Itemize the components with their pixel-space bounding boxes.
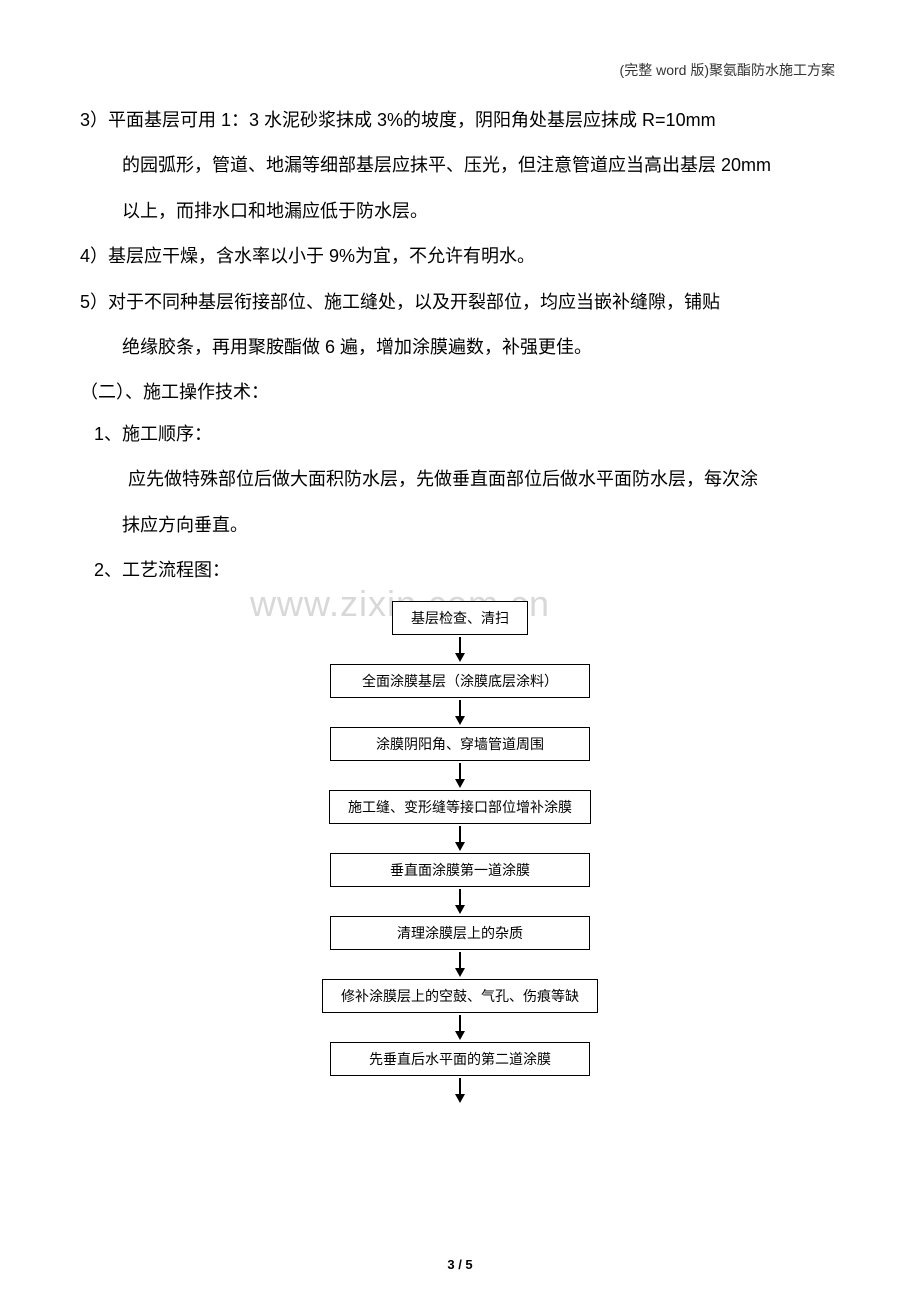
current-page: 3: [447, 1257, 454, 1272]
paragraph-3-line-1: 3）平面基层可用 1：3 水泥砂浆抹成 3%的坡度，阴阳角处基层应抹成 R=10…: [80, 100, 840, 141]
flow-node-1: 全面涂膜基层（涂膜底层涂料）: [330, 664, 590, 698]
flow-node-4: 垂直面涂膜第一道涂膜: [330, 853, 590, 887]
subsection-1-title: 1、施工顺序：: [80, 414, 840, 455]
paragraph-5-line-2: 绝缘胶条，再用聚胺酯做 6 遍，增加涂膜遍数，补强更佳。: [80, 327, 840, 368]
total-pages: 5: [465, 1257, 472, 1272]
paragraph-5-line-1: 5）对于不同种基层衔接部位、施工缝处，以及开裂部位，均应当嵌补缝隙，铺贴: [80, 282, 840, 323]
flow-arrow-0: [455, 637, 465, 662]
flow-node-7: 先垂直后水平面的第二道涂膜: [330, 1042, 590, 1076]
flow-node-5: 清理涂膜层上的杂质: [330, 916, 590, 950]
flow-arrow-3: [455, 826, 465, 851]
flowchart: www.zixin.com.cn 基层检查、清扫全面涂膜基层（涂膜底层涂料）涂膜…: [310, 601, 610, 1105]
paragraph-3-line-2: 的园弧形，管道、地漏等细部基层应抹平、压光，但注意管道应当高出基层 20mm: [80, 145, 840, 186]
paragraph-4: 4）基层应干燥，含水率以小于 9%为宜，不允许有明水。: [80, 236, 840, 277]
section-2-title: （二）、施工操作技术：: [80, 372, 840, 413]
page-separator: /: [455, 1257, 466, 1272]
subsection-1-line-2: 抹应方向垂直。: [80, 505, 840, 546]
flow-arrow-4: [455, 889, 465, 914]
flow-arrow-1: [455, 700, 465, 725]
page-number: 3 / 5: [0, 1257, 920, 1272]
flow-arrow-5: [455, 952, 465, 977]
flow-node-0: 基层检查、清扫: [392, 601, 528, 635]
flow-node-3: 施工缝、变形缝等接口部位增补涂膜: [329, 790, 591, 824]
page-header: (完整 word 版)聚氨酯防水施工方案: [80, 60, 840, 80]
subsection-1-line-1: 应先做特殊部位后做大面积防水层，先做垂直面部位后做水平面防水层，每次涂: [80, 459, 840, 500]
paragraph-3-line-3: 以上，而排水口和地漏应低于防水层。: [80, 191, 840, 232]
flow-arrow-2: [455, 763, 465, 788]
flow-arrow-7: [455, 1078, 465, 1103]
flow-arrow-6: [455, 1015, 465, 1040]
flow-node-2: 涂膜阴阳角、穿墙管道周围: [330, 727, 590, 761]
flow-node-6: 修补涂膜层上的空鼓、气孔、伤痕等缺: [322, 979, 598, 1013]
